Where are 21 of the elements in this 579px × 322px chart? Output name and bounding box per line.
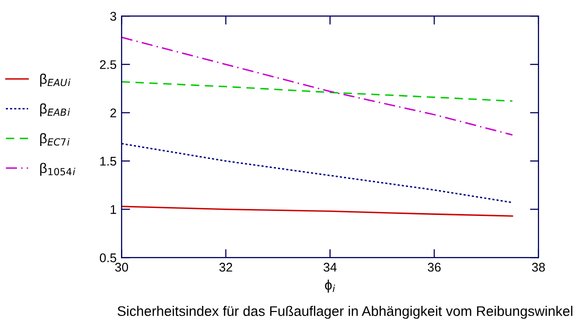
y-tick-label: 3 [110,12,116,21]
text: Sicherheitsindex für das Fußauflager in Abhängigkeit vom Reibungswinkel [118,306,572,319]
y-tick-label: 1.5 [100,156,116,166]
legend-label: β$_{EABi}$ [40,103,70,116]
y-tick-label: 1 [110,205,116,214]
x-axis-title: ϕ$_{i}$ [325,280,336,293]
x-tick-label: 34 [324,262,337,272]
y-tick-label: 2 [110,108,116,118]
line-series [122,142,514,204]
x-tick-label: 32 [219,262,232,272]
legend-label: β$_{EC7i}$ [40,133,70,146]
line-series [122,81,514,102]
legend-label: β$_{1054i}$ [40,162,76,176]
line-series [122,36,514,136]
x-tick-label: 38 [532,262,545,272]
y-tick-label: 0.5 [100,253,116,262]
x-tick-label: 30 [115,262,128,272]
line-series [122,206,514,217]
y-tick-label: 2.5 [100,60,116,70]
x-tick-label: 36 [428,262,441,272]
legend-label: β$_{EAUi}$ [40,74,70,87]
